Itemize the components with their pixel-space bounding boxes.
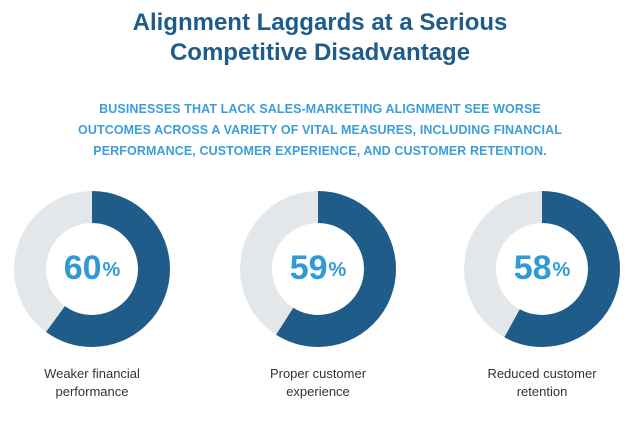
donut-caption-2: Proper customer experience (238, 365, 398, 401)
donut-caption-1: Weaker financial performance (12, 365, 172, 401)
caption-line-1-1: Weaker financial (44, 366, 140, 381)
percent-value-2: 59 (289, 249, 328, 287)
caption-line-2-2: experience (286, 384, 350, 399)
caption-line-3-1: Reduced customer (487, 366, 597, 381)
percent-label-1: 60% (32, 248, 152, 288)
donut-arc-3 (464, 191, 620, 347)
subtitle-line-2: OUTCOMES ACROSS A VARIETY OF VITAL MEASU… (78, 123, 562, 137)
caption-line-2-1: Proper customer (269, 366, 367, 381)
donut-arc-1 (14, 191, 170, 347)
percent-unit-2: % (328, 259, 347, 281)
percent-unit-3: % (552, 259, 571, 281)
subtitle-line-3: PERFORMANCE, CUSTOMER EXPERIENCE, AND CU… (93, 144, 547, 158)
page-subtitle: BUSINESSES THAT LACK SALES-MARKETING ALI… (40, 99, 600, 162)
caption-line-3-2: retention (516, 384, 568, 399)
page-title: Alignment Laggards at a Serious Competit… (0, 8, 640, 68)
caption-line-1-2: performance (55, 384, 129, 399)
subtitle-line-1: BUSINESSES THAT LACK SALES-MARKETING ALI… (99, 102, 541, 116)
title-line-2: Competitive Disadvantage (169, 39, 471, 66)
percent-label-3: 58% (482, 248, 602, 288)
title-line-1: Alignment Laggards at a Serious (132, 9, 508, 36)
donut-caption-3: Reduced customer retention (462, 365, 622, 401)
percent-value-3: 58 (513, 249, 552, 287)
donut-arc-2 (240, 191, 396, 347)
percent-value-1: 60 (63, 249, 102, 287)
percent-label-2: 59% (258, 248, 378, 288)
percent-unit-1: % (102, 259, 121, 281)
